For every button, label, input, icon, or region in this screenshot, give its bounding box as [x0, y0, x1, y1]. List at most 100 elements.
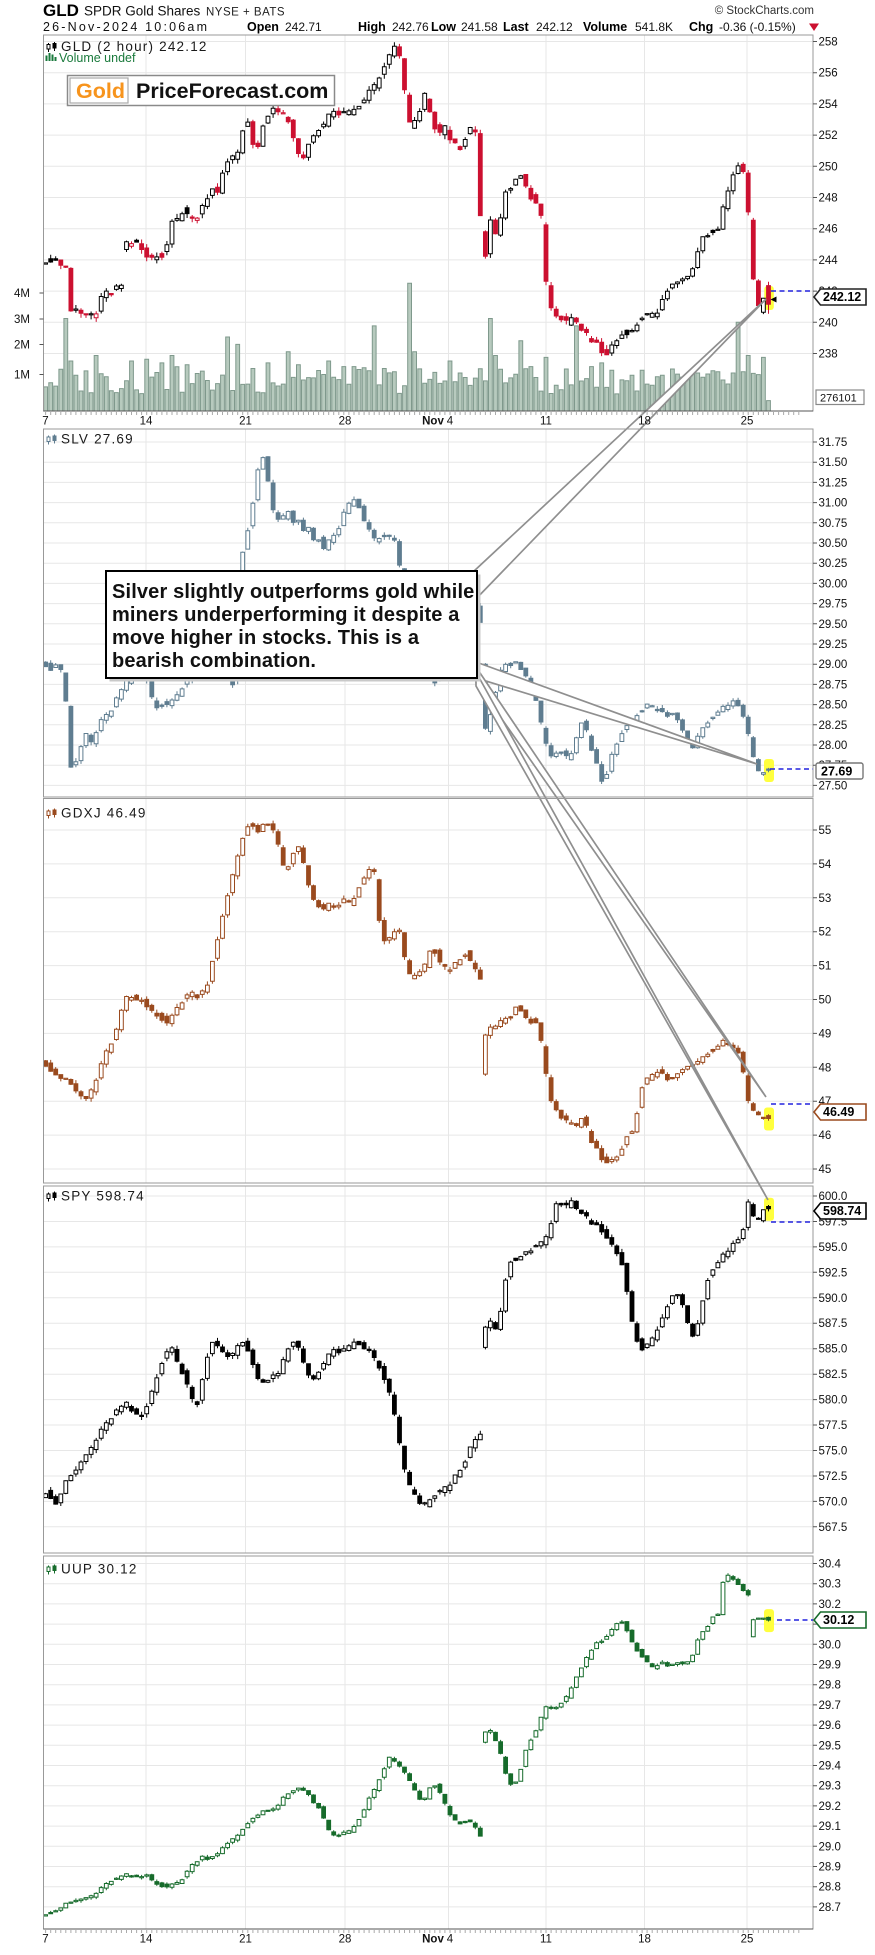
svg-text:28.9: 28.9	[819, 1862, 841, 1874]
svg-text:High: High	[358, 20, 386, 34]
svg-text:31.75: 31.75	[819, 437, 848, 449]
svg-text:29.50: 29.50	[819, 619, 848, 631]
svg-text:Nov: Nov	[422, 416, 444, 428]
svg-text:570.0: 570.0	[819, 1496, 848, 1508]
svg-text:27.69: 27.69	[821, 765, 852, 779]
svg-text:30.4: 30.4	[819, 1559, 842, 1571]
svg-text:11: 11	[540, 416, 552, 428]
svg-text:28: 28	[339, 1934, 352, 1946]
svg-text:bearish combination.: bearish combination.	[112, 650, 316, 672]
svg-text:54: 54	[819, 859, 832, 871]
svg-text:30.75: 30.75	[819, 518, 848, 530]
svg-text:18: 18	[638, 1934, 651, 1946]
svg-text:582.5: 582.5	[819, 1369, 848, 1381]
svg-text:UUP 30.12: UUP 30.12	[61, 1562, 138, 1577]
svg-text:GDXJ 46.49: GDXJ 46.49	[61, 806, 147, 821]
svg-text:25: 25	[741, 416, 754, 428]
svg-text:Nov: Nov	[422, 1934, 444, 1946]
svg-text:256: 256	[819, 68, 838, 80]
svg-text:25: 25	[741, 1934, 754, 1946]
svg-text:14: 14	[140, 416, 153, 428]
svg-text:Volume: Volume	[583, 20, 627, 34]
svg-text:580.0: 580.0	[819, 1395, 848, 1407]
svg-text:NYSE + BATS: NYSE + BATS	[206, 7, 285, 19]
svg-text:4: 4	[447, 1934, 454, 1946]
svg-text:598.74: 598.74	[823, 1204, 861, 1218]
svg-text:21: 21	[239, 1934, 252, 1946]
svg-text:1M: 1M	[14, 370, 30, 382]
svg-text:Silver slightly outperforms go: Silver slightly outperforms gold while	[112, 581, 474, 603]
svg-text:31.25: 31.25	[819, 477, 848, 489]
svg-text:572.5: 572.5	[819, 1471, 848, 1483]
svg-text:7: 7	[42, 416, 48, 428]
svg-text:600.0: 600.0	[819, 1191, 848, 1203]
svg-text:30.0: 30.0	[819, 1639, 841, 1651]
svg-text:Open: Open	[247, 20, 279, 34]
svg-text:30.50: 30.50	[819, 538, 848, 550]
svg-text:29.0: 29.0	[819, 1841, 841, 1853]
svg-text:28.00: 28.00	[819, 740, 848, 752]
svg-text:28.50: 28.50	[819, 700, 848, 712]
svg-text:48: 48	[819, 1062, 832, 1074]
svg-text:-0.36 (-0.15%): -0.36 (-0.15%)	[719, 20, 796, 34]
svg-text:29.25: 29.25	[819, 639, 848, 651]
svg-text:587.5: 587.5	[819, 1318, 848, 1330]
svg-text:PriceForecast.com: PriceForecast.com	[136, 79, 328, 103]
svg-text:GLD: GLD	[43, 1, 79, 20]
svg-text:30.25: 30.25	[819, 558, 848, 570]
svg-text:29.3: 29.3	[819, 1781, 841, 1793]
svg-text:30.3: 30.3	[819, 1579, 841, 1591]
svg-text:21: 21	[239, 416, 252, 428]
svg-text:11: 11	[540, 1934, 552, 1946]
svg-text:29.6: 29.6	[819, 1720, 841, 1732]
svg-text:241.58: 241.58	[461, 20, 498, 34]
svg-text:28: 28	[339, 416, 352, 428]
svg-text:SLV 27.69: SLV 27.69	[61, 432, 134, 447]
svg-text:541.8K: 541.8K	[635, 20, 673, 34]
svg-text:567.5: 567.5	[819, 1522, 848, 1534]
svg-text:SPY 598.74: SPY 598.74	[61, 1189, 145, 1204]
svg-text:29.4: 29.4	[819, 1761, 842, 1773]
svg-text:585.0: 585.0	[819, 1344, 848, 1356]
svg-text:26-Nov-2024 10:06am: 26-Nov-2024 10:06am	[43, 20, 209, 34]
svg-text:592.5: 592.5	[819, 1267, 848, 1279]
svg-text:28.25: 28.25	[819, 720, 848, 732]
svg-text:577.5: 577.5	[819, 1420, 848, 1432]
svg-text:29.5: 29.5	[819, 1740, 841, 1752]
svg-text:240: 240	[819, 317, 838, 329]
svg-text:4M: 4M	[14, 288, 30, 300]
svg-text:46: 46	[819, 1130, 832, 1142]
svg-text:45: 45	[819, 1164, 832, 1176]
svg-text:Gold: Gold	[76, 79, 125, 103]
svg-text:590.0: 590.0	[819, 1293, 848, 1305]
svg-text:4: 4	[447, 416, 454, 428]
svg-text:GLD (2 hour) 242.12: GLD (2 hour) 242.12	[61, 39, 208, 54]
svg-text:238: 238	[819, 349, 838, 361]
svg-text:575.0: 575.0	[819, 1446, 848, 1458]
svg-text:Volume undef: Volume undef	[59, 51, 136, 65]
svg-text:Low: Low	[431, 20, 456, 34]
svg-text:55: 55	[819, 825, 832, 837]
svg-text:miners underperforming it desp: miners underperforming it despite a	[112, 604, 460, 626]
svg-text:244: 244	[819, 255, 839, 267]
svg-text:Last: Last	[503, 20, 530, 34]
svg-text:52: 52	[819, 927, 832, 939]
svg-text:246: 246	[819, 224, 838, 236]
svg-text:SPDR Gold Shares: SPDR Gold Shares	[84, 4, 201, 19]
svg-text:49: 49	[819, 1028, 832, 1040]
svg-text:31.50: 31.50	[819, 457, 848, 469]
svg-text:2M: 2M	[14, 340, 30, 352]
svg-text:7: 7	[42, 1934, 48, 1946]
svg-text:252: 252	[819, 130, 838, 142]
svg-text:29.2: 29.2	[819, 1801, 841, 1813]
svg-text:29.8: 29.8	[819, 1680, 841, 1692]
svg-text:29.75: 29.75	[819, 599, 848, 611]
svg-text:242.71: 242.71	[285, 20, 322, 34]
svg-text:254: 254	[819, 99, 839, 111]
svg-text:46.49: 46.49	[823, 1105, 854, 1119]
svg-text:242.76: 242.76	[392, 20, 429, 34]
svg-text:30.00: 30.00	[819, 578, 848, 590]
svg-text:30.12: 30.12	[823, 1613, 854, 1627]
svg-text:29.1: 29.1	[819, 1821, 841, 1833]
svg-text:18: 18	[638, 416, 651, 428]
